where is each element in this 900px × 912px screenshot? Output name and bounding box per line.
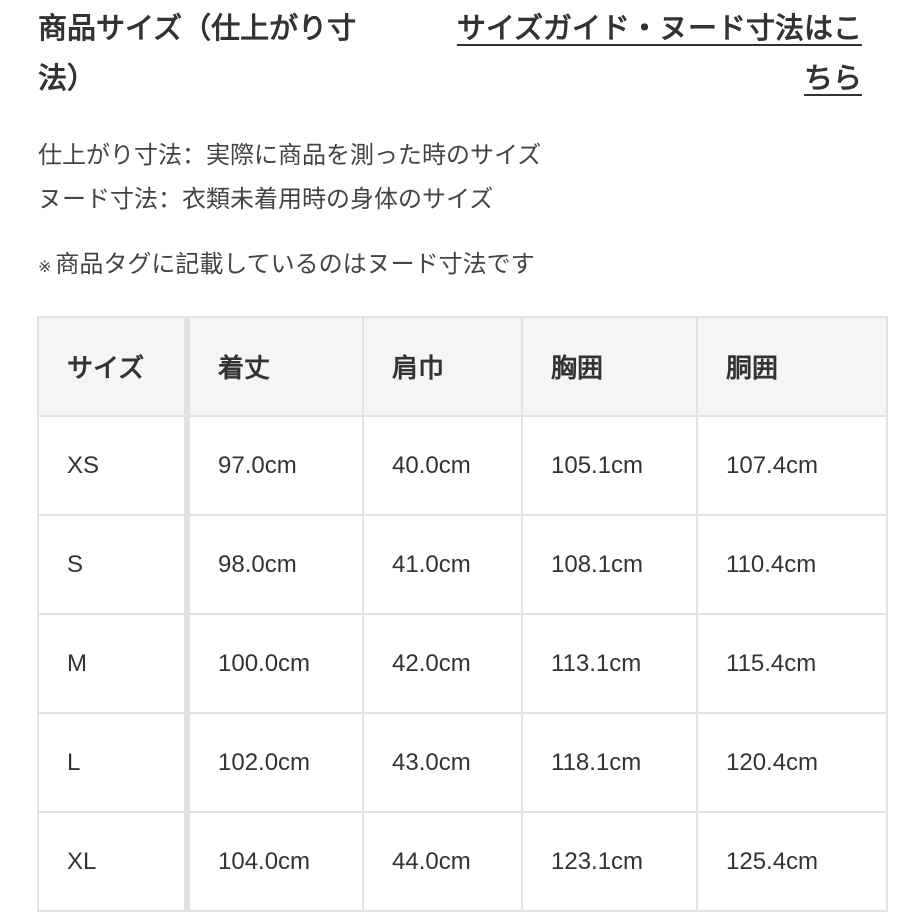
cell-chest: 113.1cm [521, 613, 698, 714]
cell-chest: 105.1cm [521, 415, 698, 516]
cell-waist: 110.4cm [696, 514, 888, 615]
cell-length: 102.0cm [186, 712, 364, 813]
cell-chest: 118.1cm [521, 712, 698, 813]
cell-shoulder: 42.0cm [362, 613, 523, 714]
table-row: XL 104.0cm 44.0cm 123.1cm 125.4cm [37, 811, 888, 912]
cell-shoulder: 41.0cm [362, 514, 523, 615]
cell-length: 100.0cm [186, 613, 364, 714]
size-table-container: サイズ 着丈 肩巾 胸囲 胴囲 XS 97.0cm 40.0cm 105.1cm 107… [37, 316, 900, 912]
header-size: サイズ [37, 316, 190, 417]
cell-waist: 107.4cm [696, 415, 888, 516]
cell-length: 104.0cm [186, 811, 364, 912]
tag-note: ※ 商品タグに記載しているのはヌード寸法です [38, 243, 535, 290]
cell-length: 98.0cm [186, 514, 364, 615]
cell-length: 97.0cm [186, 415, 364, 516]
size-guide-link[interactable]: サイズガイド・ヌード寸法はこちら [456, 13, 862, 95]
header-chest: 胸囲 [521, 316, 698, 417]
cell-size: L [37, 712, 190, 813]
note-text: 商品タグに記載しているのはヌード寸法です [55, 251, 535, 278]
table-row: M 100.0cm 42.0cm 113.1cm 115.4cm [37, 613, 888, 714]
measurement-description: 仕上がり寸法：実際に商品を測った時のサイズ ヌード寸法：衣類未着用時の身体のサイ… [38, 134, 541, 222]
cell-chest: 123.1cm [521, 811, 698, 912]
header-shoulder: 肩巾 [362, 316, 523, 417]
cell-shoulder: 43.0cm [362, 712, 523, 813]
cell-waist: 125.4cm [696, 811, 888, 912]
header-length: 着丈 [186, 316, 364, 417]
cell-size: XS [37, 415, 190, 516]
cell-size: M [37, 613, 190, 714]
cell-size: S [37, 514, 190, 615]
table-header-row: サイズ 着丈 肩巾 胸囲 胴囲 [37, 316, 888, 417]
cell-waist: 115.4cm [696, 613, 888, 714]
table-row: S 98.0cm 41.0cm 108.1cm 110.4cm [37, 514, 888, 615]
cell-chest: 108.1cm [521, 514, 698, 615]
header-waist: 胴囲 [696, 316, 888, 417]
table-row: L 102.0cm 43.0cm 118.1cm 120.4cm [37, 712, 888, 813]
cell-waist: 120.4cm [696, 712, 888, 813]
table-row: XS 97.0cm 40.0cm 105.1cm 107.4cm [37, 415, 888, 516]
note-mark: ※ [38, 259, 52, 276]
cell-shoulder: 44.0cm [362, 811, 523, 912]
nude-size-definition: ヌード寸法：衣類未着用時の身体のサイズ [38, 186, 494, 213]
finished-size-definition: 仕上がり寸法：実際に商品を測った時のサイズ [38, 142, 542, 169]
page-title: 商品サイズ（仕上がり寸法） [38, 13, 357, 95]
cell-size: XL [37, 811, 190, 912]
size-table: サイズ 着丈 肩巾 胸囲 胴囲 XS 97.0cm 40.0cm 105.1cm 107… [37, 316, 888, 912]
cell-shoulder: 40.0cm [362, 415, 523, 516]
